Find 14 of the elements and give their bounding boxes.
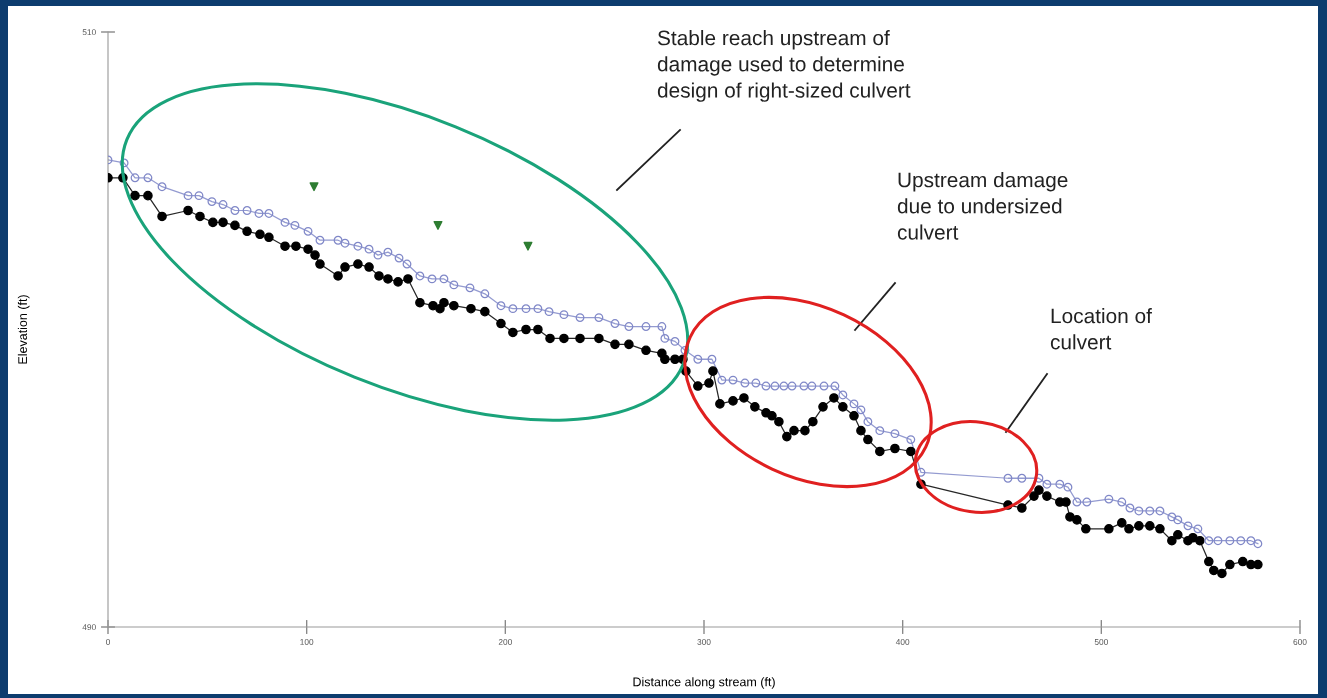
annotation: Upstream damage due to undersized culvert [897, 172, 1068, 240]
y-tick-label: 510 [82, 29, 96, 36]
x-tick-label: 0 [106, 639, 110, 645]
x-tick-label: 200 [498, 639, 512, 645]
x-tick-label: 500 [1094, 639, 1108, 645]
x-tick-label: 100 [300, 639, 314, 645]
y-axis-title: Elevation (ft) [17, 295, 30, 364]
x-tick-label: 400 [895, 639, 910, 645]
y-tick-label: 490 [82, 624, 96, 631]
x-tick-label: 600 [1293, 639, 1307, 645]
x-axis-title: Distance along stream (ft) [633, 677, 775, 689]
annotation: Location of culvert [1050, 308, 1152, 350]
annotation: Stable reach upstream of damage used to determine design of right-sized culvert [657, 30, 911, 102]
x-tick-label: 300 [697, 639, 711, 645]
